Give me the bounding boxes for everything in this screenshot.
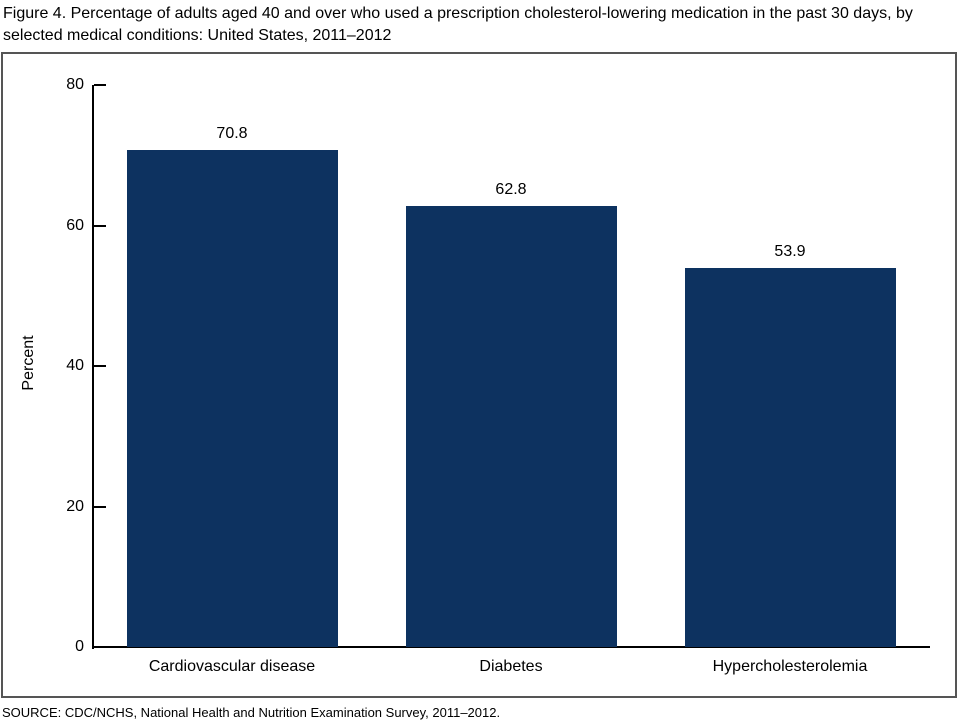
x-axis-line xyxy=(92,646,930,648)
y-tick xyxy=(94,84,106,86)
y-tick-label: 80 xyxy=(66,76,84,93)
x-category-label: Cardiovascular disease xyxy=(148,658,316,675)
bar-value-label: 70.8 xyxy=(216,124,248,142)
bar xyxy=(405,205,617,647)
y-tick-label: 20 xyxy=(66,497,84,515)
y-tick xyxy=(94,505,106,508)
y-axis-line xyxy=(92,85,94,649)
bar-value-label: 53.9 xyxy=(774,243,806,261)
bar-value-label: 62.8 xyxy=(495,180,527,198)
y-tick-label: 60 xyxy=(66,216,84,234)
bar xyxy=(684,268,896,647)
x-category-label: Diabetes xyxy=(479,658,543,675)
y-tick xyxy=(94,646,106,648)
y-tick xyxy=(94,224,106,227)
bar xyxy=(126,149,338,647)
source-note: SOURCE: CDC/NCHS, National Health and Nu… xyxy=(2,705,501,720)
y-tick xyxy=(94,365,106,367)
figure-title: Figure 4. Percentage of adults aged 40 a… xyxy=(3,5,913,44)
x-category-label: Hypercholesterolemia xyxy=(712,658,868,675)
y-tick-label: 40 xyxy=(66,357,84,374)
y-tick-label: 0 xyxy=(75,638,84,655)
